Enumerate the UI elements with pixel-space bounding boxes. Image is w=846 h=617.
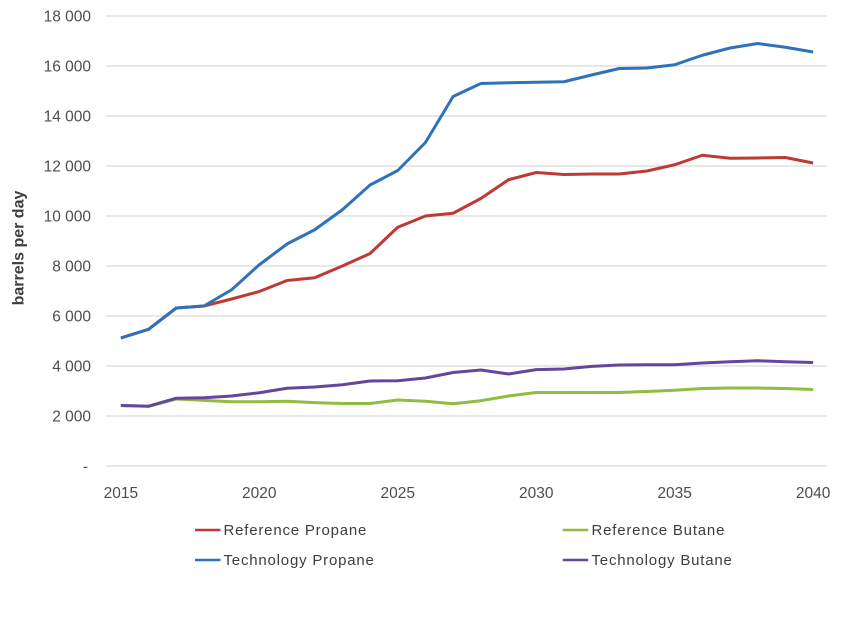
svg-text:2025: 2025 — [381, 485, 415, 502]
svg-text:2040: 2040 — [796, 485, 831, 502]
svg-text:-: - — [83, 459, 88, 476]
svg-text:14 000: 14 000 — [44, 109, 92, 126]
svg-text:2035: 2035 — [657, 485, 691, 502]
svg-text:10 000: 10 000 — [44, 209, 92, 226]
svg-text:2020: 2020 — [242, 485, 277, 502]
svg-text:Reference Butane: Reference Butane — [592, 522, 726, 539]
svg-text:8 000: 8 000 — [52, 259, 91, 276]
svg-text:Technology Butane: Technology Butane — [592, 552, 733, 569]
svg-text:4 000: 4 000 — [52, 359, 91, 376]
svg-text:2 000: 2 000 — [52, 409, 91, 426]
svg-text:12 000: 12 000 — [44, 159, 92, 176]
svg-text:6 000: 6 000 — [52, 309, 91, 326]
svg-text:Technology Propane: Technology Propane — [224, 552, 375, 569]
svg-text:18 000: 18 000 — [44, 9, 92, 26]
svg-text:2015: 2015 — [104, 485, 138, 502]
svg-text:Reference Propane: Reference Propane — [224, 522, 368, 539]
svg-text:barrels per day: barrels per day — [11, 191, 28, 306]
svg-text:16 000: 16 000 — [44, 59, 92, 76]
svg-text:2030: 2030 — [519, 485, 554, 502]
